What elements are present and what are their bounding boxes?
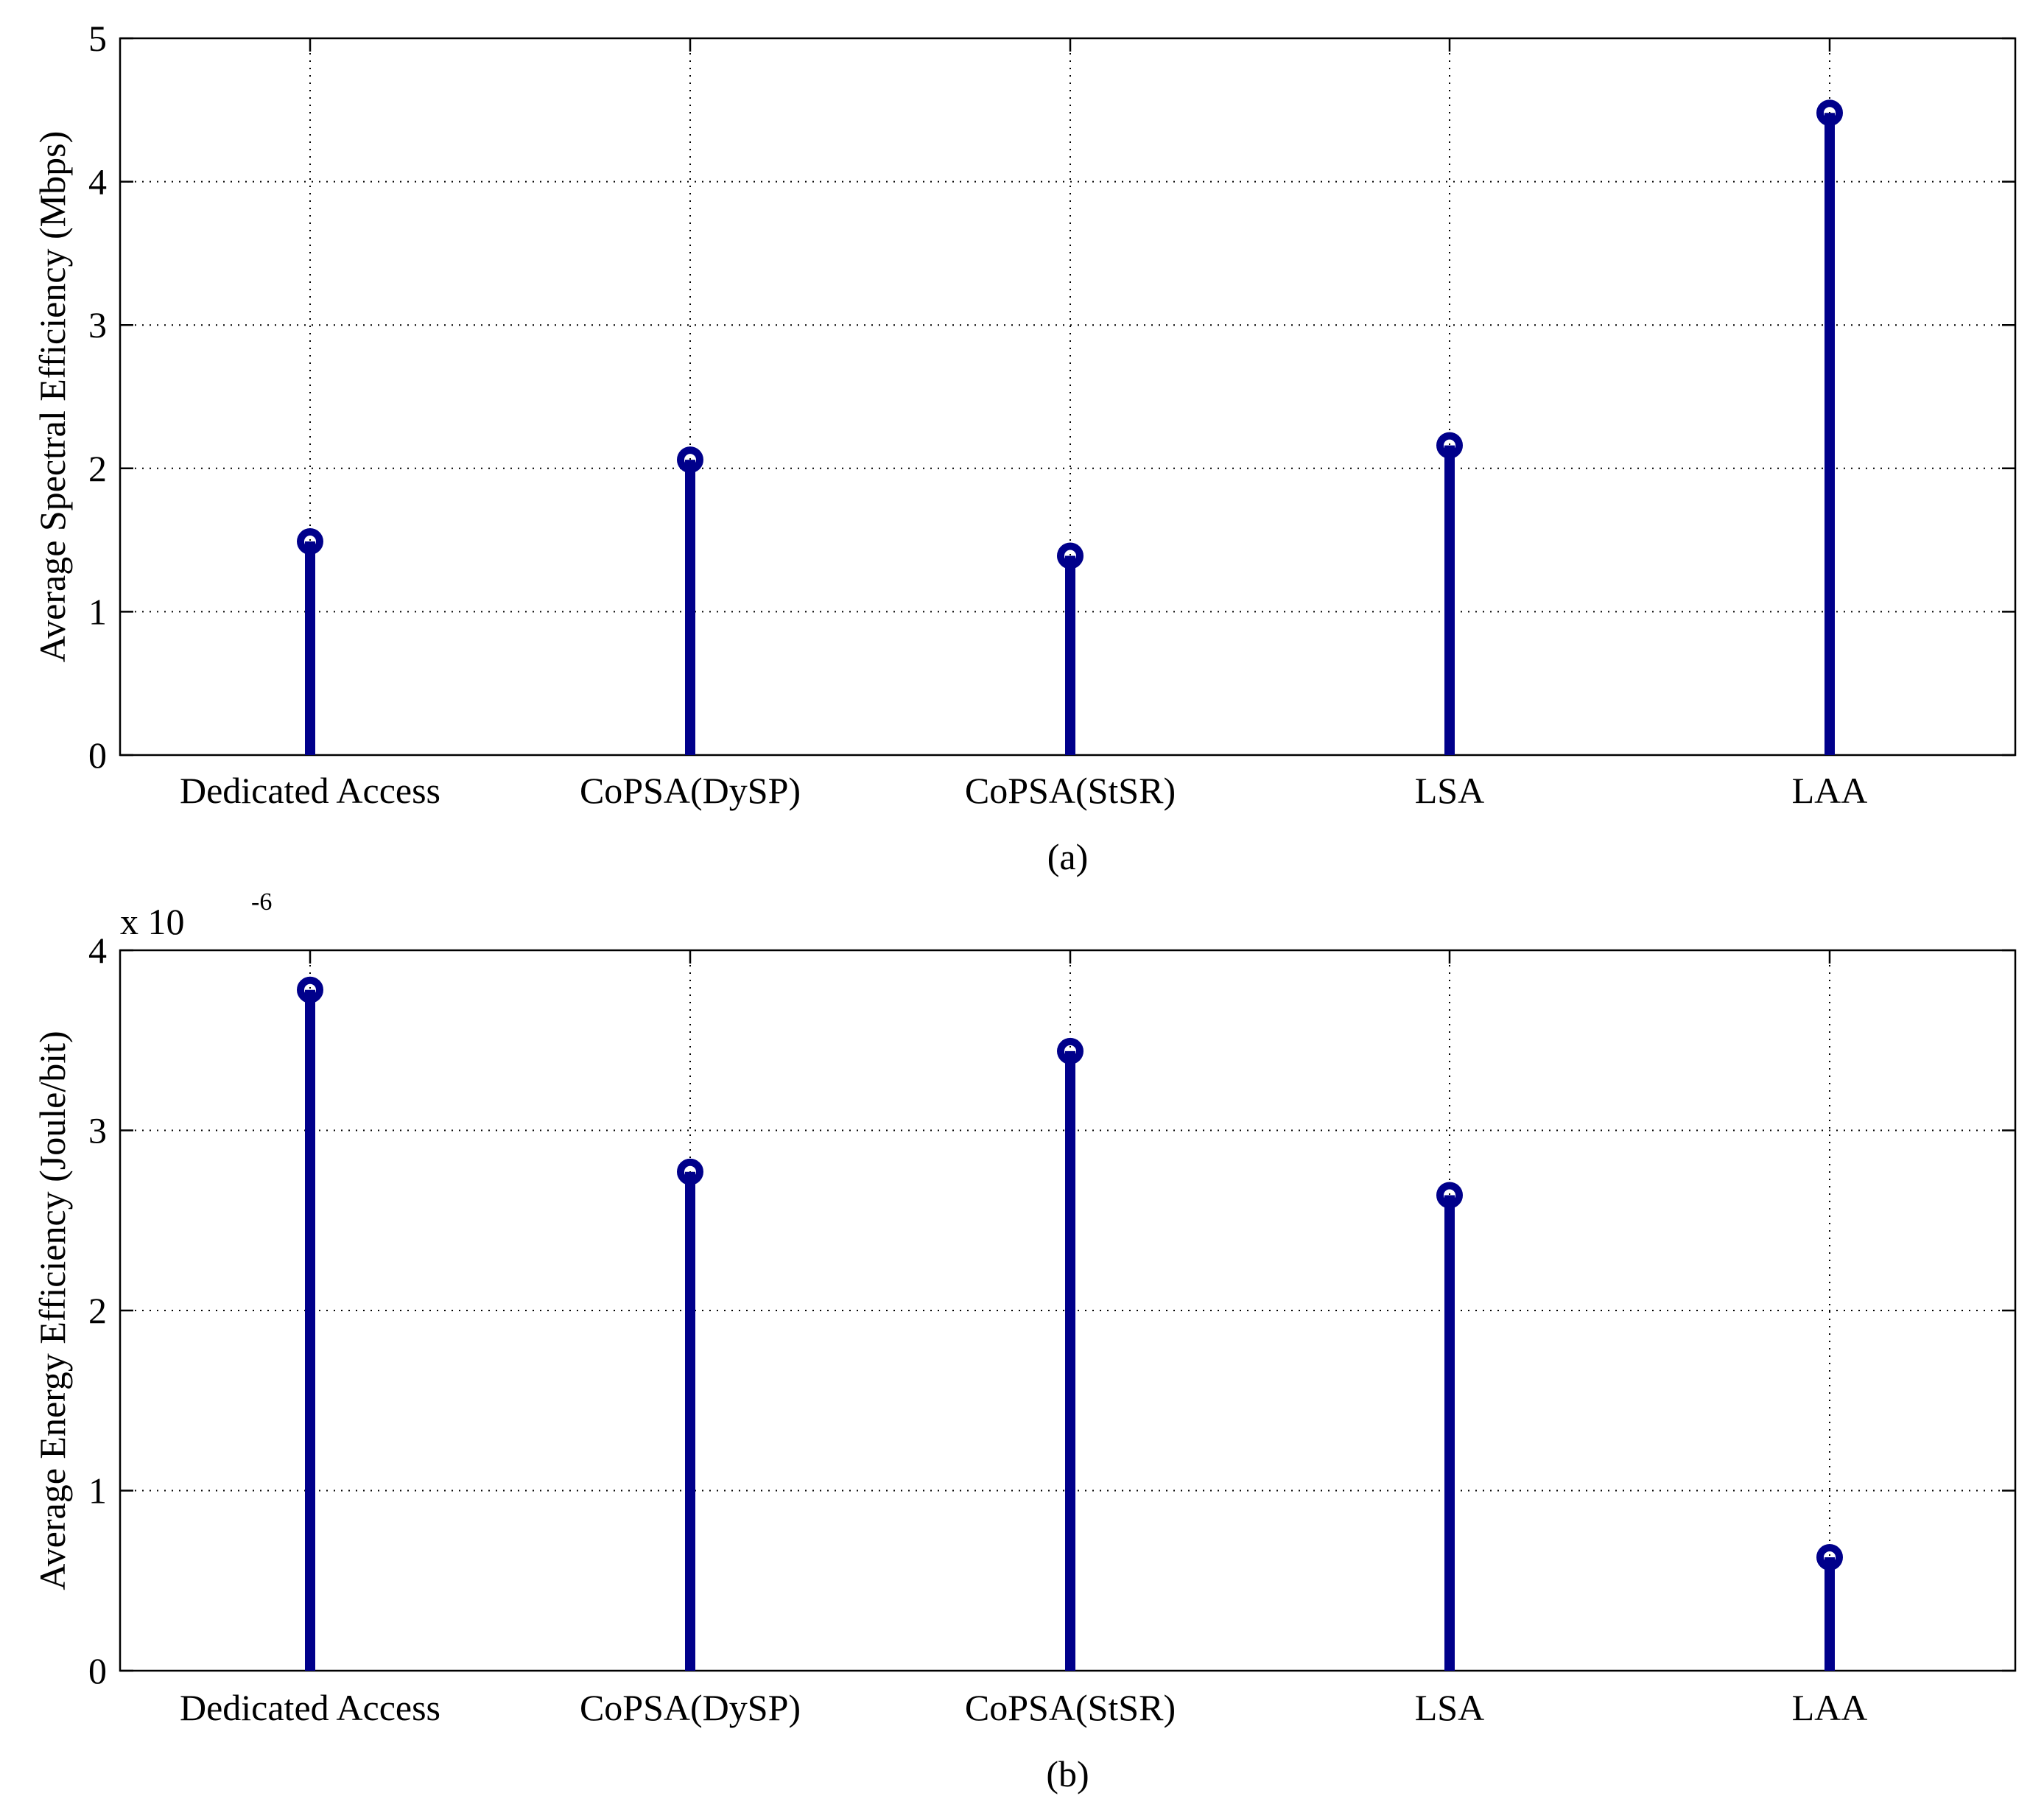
x-tick-label: CoPSA(StSR): [965, 770, 1176, 811]
y-tick-label: 0: [88, 734, 107, 776]
x-tick-label: LAA: [1792, 1687, 1868, 1728]
x-tick-label: LSA: [1415, 770, 1484, 811]
stem-marker: [677, 446, 703, 474]
y-tick-label: 4: [88, 930, 107, 971]
x-tick-label: CoPSA(DySP): [580, 1687, 801, 1728]
y-tick-label: 2: [88, 1290, 107, 1331]
chart-panel-b: 0 1 2 3 4 Dedicated Access CoPSA(DySP) CoPSA(St…: [32, 888, 2017, 1794]
stem-marker: [1057, 1037, 1084, 1064]
x-tick-label: Dedicated Access: [180, 770, 440, 811]
stem-marker: [297, 528, 323, 555]
stem-marker: [677, 1158, 703, 1185]
x-tick-label: LAA: [1792, 770, 1868, 811]
stem-marker: [1436, 432, 1463, 459]
stem-marker: [1057, 542, 1084, 569]
stem-marker: [1816, 1543, 1843, 1571]
x-tick-label: CoPSA(StSR): [965, 1687, 1176, 1728]
y-tick-label: 2: [88, 448, 107, 489]
stem-marker: [1816, 99, 1843, 127]
y-axis-multiplier: x 10: [120, 901, 185, 942]
y-tick-label: 3: [88, 304, 107, 345]
y-tick-label: 0: [88, 1650, 107, 1691]
y-tick-label: 3: [88, 1110, 107, 1151]
y-tick-label: 5: [88, 18, 107, 59]
panel-caption: (a): [1047, 836, 1089, 877]
y-tick-label: 4: [88, 161, 107, 203]
panel-caption: (b): [1046, 1753, 1089, 1794]
y-axis-label: Average Energy Efficiency (Joule/bit): [32, 1031, 73, 1590]
y-axis-multiplier-exponent: -6: [251, 888, 272, 916]
stem-marker: [1436, 1182, 1463, 1209]
stem-marker: [297, 976, 323, 1003]
y-tick-label: 1: [88, 591, 107, 632]
y-axis-label: Average Spectral Efficiency (Mbps): [32, 131, 73, 662]
chart-panel-a: 0 1 2 3 4 5 Dedicated Access CoPSA(DySP) CoPSA(S…: [32, 18, 2017, 877]
x-tick-label: LSA: [1415, 1687, 1484, 1728]
x-tick-label: Dedicated Access: [180, 1687, 440, 1728]
x-tick-label: CoPSA(DySP): [580, 770, 801, 811]
y-tick-label: 1: [88, 1470, 107, 1512]
